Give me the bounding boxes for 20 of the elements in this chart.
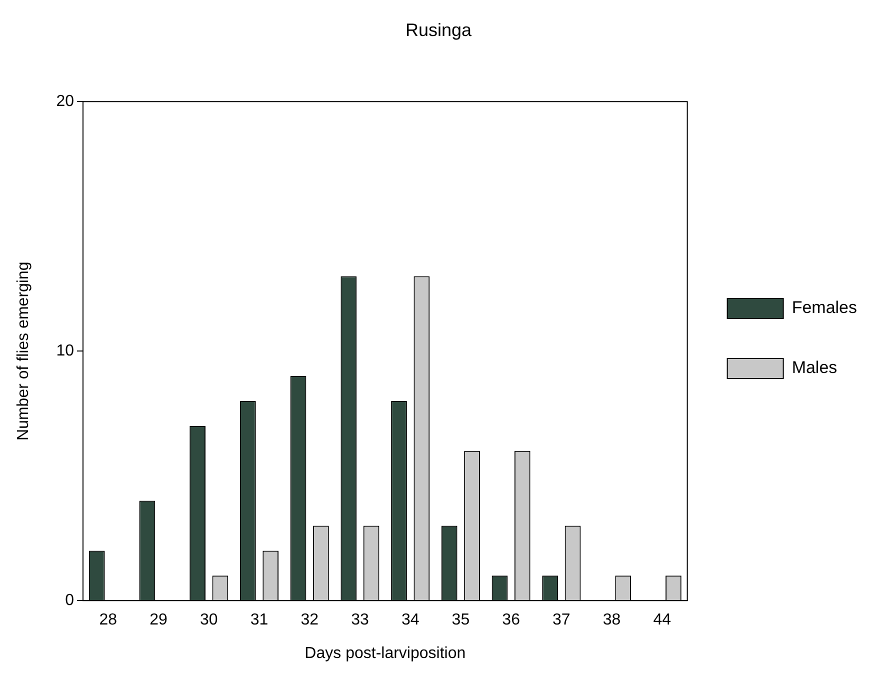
x-tick-label: 34: [401, 612, 420, 629]
x-tick-label: 32: [300, 612, 319, 629]
x-tick-label: 35: [452, 612, 470, 629]
x-tick-label: 28: [99, 612, 118, 629]
x-tick-label: 36: [502, 612, 520, 629]
x-tick-label: 31: [250, 612, 268, 629]
x-tick-label: 29: [150, 612, 168, 629]
y-tick-label: 10: [56, 342, 74, 360]
chart-title: Rusinga: [405, 20, 473, 40]
y-axis-title: Number of flies emerging: [15, 262, 32, 440]
y-tick-label: 0: [65, 592, 74, 610]
x-axis-title: Days post-larviposition: [304, 644, 466, 662]
y-tick-label: 20: [56, 93, 74, 110]
legend-label: Females: [792, 298, 857, 318]
x-tick-label: 30: [200, 612, 218, 629]
x-tick-label: 38: [602, 612, 621, 629]
legend-label: Males: [792, 358, 838, 378]
x-tick-label: 37: [552, 612, 570, 629]
x-tick-label: 44: [653, 612, 672, 629]
x-tick-label: 33: [351, 612, 369, 629]
